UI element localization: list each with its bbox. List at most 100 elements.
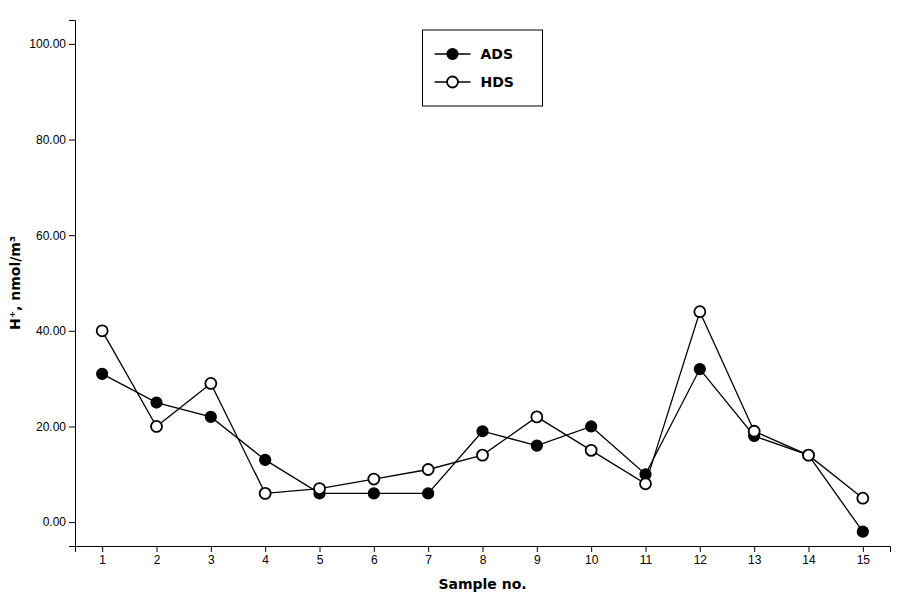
x-tick: 4 bbox=[262, 546, 269, 567]
x-tick-label: 13 bbox=[748, 553, 762, 567]
x-tick-mark bbox=[102, 546, 103, 552]
x-tick-mark bbox=[157, 546, 158, 552]
y-tick: 40.00 bbox=[36, 324, 75, 338]
series-point bbox=[205, 411, 216, 422]
x-tick: 11 bbox=[640, 546, 653, 567]
series-point bbox=[97, 325, 108, 336]
x-tick: 15 bbox=[857, 546, 871, 567]
y-tick-mark bbox=[69, 235, 75, 236]
y-tick: 0.00 bbox=[43, 515, 75, 529]
y-tick-mark bbox=[69, 426, 75, 427]
y-axis: 0.00 20.00 40.00 60.00 80.00 100.00 bbox=[29, 21, 75, 547]
series-point bbox=[586, 445, 597, 456]
y-tick: 80.00 bbox=[36, 133, 75, 147]
x-tick: 5 bbox=[317, 546, 324, 567]
x-tick: 12 bbox=[694, 546, 708, 567]
x-tick: 10 bbox=[585, 546, 599, 567]
x-tick-label: 9 bbox=[534, 553, 541, 567]
x-tick-mark bbox=[374, 546, 375, 552]
y-tick-mark bbox=[69, 140, 75, 141]
x-tick-mark bbox=[646, 546, 647, 552]
x-tick-label: 5 bbox=[317, 553, 324, 567]
series-point bbox=[477, 450, 488, 461]
series-point bbox=[314, 483, 325, 494]
series-point bbox=[586, 421, 597, 432]
y-tick-mark bbox=[69, 331, 75, 332]
series-point bbox=[260, 488, 271, 499]
x-tick-mark bbox=[537, 546, 538, 552]
x-axis: 123456789101112131415 bbox=[76, 546, 891, 567]
series-point bbox=[857, 493, 868, 504]
chart: 1234567891011121314150.0020.0040.0060.00… bbox=[0, 0, 915, 601]
x-tick-label: 8 bbox=[480, 553, 487, 567]
y-tick: 20.00 bbox=[36, 420, 75, 434]
x-tick-label: 2 bbox=[154, 553, 161, 567]
y-tick-label: 0.00 bbox=[43, 515, 67, 529]
x-tick: 3 bbox=[208, 546, 215, 567]
series-point bbox=[368, 474, 379, 485]
x-tick-mark bbox=[428, 546, 429, 552]
series-point bbox=[803, 450, 814, 461]
x-tick-label: 15 bbox=[857, 553, 871, 567]
x-tick: 13 bbox=[748, 546, 762, 567]
y-tick-mark bbox=[69, 44, 75, 45]
x-tick-mark bbox=[320, 546, 321, 552]
x-tick: 1 bbox=[99, 546, 106, 567]
x-tick-label: 7 bbox=[425, 553, 432, 567]
x-tick-label: 6 bbox=[371, 553, 378, 567]
x-tick: 7 bbox=[425, 546, 432, 567]
x-tick-mark bbox=[483, 546, 484, 552]
x-tick-mark bbox=[211, 546, 212, 552]
marks bbox=[97, 306, 869, 537]
series-point bbox=[857, 526, 868, 537]
series-point bbox=[97, 368, 108, 379]
series-point bbox=[205, 378, 216, 389]
x-tick-mark bbox=[754, 546, 755, 552]
y-tick-label: 40.00 bbox=[36, 324, 66, 338]
legend-item: HDS bbox=[435, 74, 514, 90]
y-axis-line bbox=[69, 21, 76, 547]
x-tick-label: 1 bbox=[99, 553, 106, 567]
series-point bbox=[640, 478, 651, 489]
series-point bbox=[694, 306, 705, 317]
legend-item: ADS bbox=[435, 46, 514, 62]
x-tick: 14 bbox=[802, 546, 816, 567]
series-point bbox=[477, 426, 488, 437]
series-point bbox=[151, 397, 162, 408]
y-tick-label: 100.00 bbox=[29, 37, 66, 51]
series-point bbox=[423, 464, 434, 475]
plot: 1234567891011121314150.0020.0040.0060.00… bbox=[29, 21, 890, 567]
y-tick-label: 20.00 bbox=[36, 420, 66, 434]
legend-swatch-marker bbox=[447, 77, 458, 88]
x-tick: 8 bbox=[480, 546, 487, 567]
series-point bbox=[368, 488, 379, 499]
legend-label: HDS bbox=[481, 74, 514, 90]
series-point bbox=[694, 364, 705, 375]
series-point bbox=[531, 411, 542, 422]
x-tick-mark bbox=[863, 546, 864, 552]
x-tick-label: 3 bbox=[208, 553, 215, 567]
y-tick-label: 80.00 bbox=[36, 133, 66, 147]
legend-label: ADS bbox=[481, 46, 514, 62]
series-point bbox=[749, 426, 760, 437]
series-point bbox=[260, 454, 271, 465]
legend: ADS HDS bbox=[423, 30, 543, 106]
series-line bbox=[102, 312, 863, 498]
y-tick-label: 60.00 bbox=[36, 229, 66, 243]
y-tick: 60.00 bbox=[36, 229, 75, 243]
legend-swatch-marker bbox=[447, 49, 458, 60]
x-tick-mark bbox=[700, 546, 701, 552]
x-tick-label: 12 bbox=[694, 553, 708, 567]
y-tick: 100.00 bbox=[29, 37, 75, 51]
x-tick: 9 bbox=[534, 546, 541, 567]
y-axis-title: H⁺, nmol/m³ bbox=[7, 236, 23, 330]
y-tick-mark bbox=[69, 522, 75, 523]
x-tick-mark bbox=[809, 546, 810, 552]
legend-frame bbox=[423, 30, 543, 106]
x-tick-label: 10 bbox=[585, 553, 599, 567]
x-axis-title: Sample no. bbox=[438, 576, 526, 592]
x-tick-mark bbox=[265, 546, 266, 552]
series-point bbox=[151, 421, 162, 432]
series-point bbox=[423, 488, 434, 499]
series-point bbox=[803, 450, 814, 461]
